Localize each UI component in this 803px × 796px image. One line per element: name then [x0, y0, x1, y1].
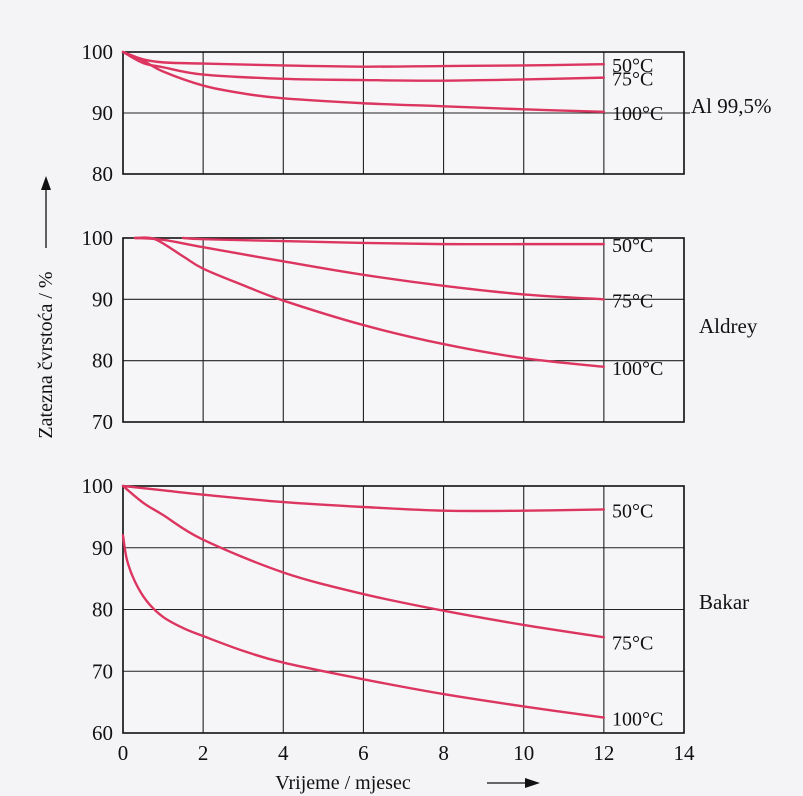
curve-50c [181, 236, 606, 246]
x-tick-label: 4 [278, 741, 289, 765]
panel-side-label: Bakar [699, 590, 749, 614]
chart-panel-2: 70 80 90 100 50°C 75°C 100°C Aldrey [82, 226, 758, 434]
x-tick-label: 8 [438, 741, 449, 765]
x-tick-label: 14 [674, 741, 696, 765]
x-axis-arrow-head [525, 778, 540, 788]
y-tick-label: 90 [92, 287, 113, 311]
series-label: 75°C [612, 290, 653, 312]
chart-panel-3: 60 70 80 90 100 0 2 4 6 8 10 12 14 50°C 75°C 100°C Bakar [82, 474, 750, 765]
y-axis-title: Zatezna čvrstoća / % [35, 271, 57, 438]
y-tick-label: 70 [92, 410, 113, 434]
y-tick-label: 100 [82, 40, 114, 64]
y-axis-arrow-head [41, 176, 51, 190]
curve-100c [121, 50, 606, 113]
x-axis-title: Vrijeme / mjesec [275, 772, 411, 794]
plot-border [122, 237, 685, 423]
y-tick-label: 90 [92, 101, 113, 125]
curve-50c [121, 484, 606, 513]
y-axis-title-group: Zatezna čvrstoća / % [35, 176, 57, 439]
chart-panel-1: 80 90 100 50°C75°C 100°C Al 99,5% [82, 40, 772, 186]
y-tick-label: 80 [92, 162, 113, 186]
x-tick-label: 12 [593, 741, 614, 765]
series-label: 100°C [612, 709, 663, 731]
series-label: 100°C [612, 103, 663, 125]
x-tick-label: 2 [198, 741, 209, 765]
curve-75c [133, 236, 606, 301]
panel-side-label: Aldrey [699, 314, 758, 338]
y-tick-label: 80 [92, 598, 113, 622]
series-label: 75°C [612, 632, 653, 654]
x-tick-label: 10 [513, 741, 534, 765]
plot-area [123, 238, 684, 422]
y-tick-label: 90 [92, 536, 113, 560]
series-label: 50°C [612, 55, 653, 77]
y-tick-label: 70 [92, 659, 113, 683]
series-label: 50°C [612, 500, 653, 522]
curve-100c [121, 534, 606, 719]
series-label: 50°C [612, 235, 653, 257]
y-tick-label: 60 [92, 721, 113, 745]
y-tick-label: 100 [82, 226, 114, 250]
panel-side-label: Al 99,5% [691, 94, 772, 118]
y-tick-label: 80 [92, 349, 113, 373]
y-tick-label: 100 [82, 474, 114, 498]
x-tick-label: 6 [358, 741, 369, 765]
series-label: 100°C [612, 358, 663, 380]
series-label: 75°C [612, 69, 653, 91]
curve-100c [133, 236, 606, 368]
curve-75c [121, 484, 606, 639]
plot-border [122, 485, 685, 734]
x-tick-label: 0 [118, 741, 129, 765]
curve-50c [121, 50, 606, 68]
